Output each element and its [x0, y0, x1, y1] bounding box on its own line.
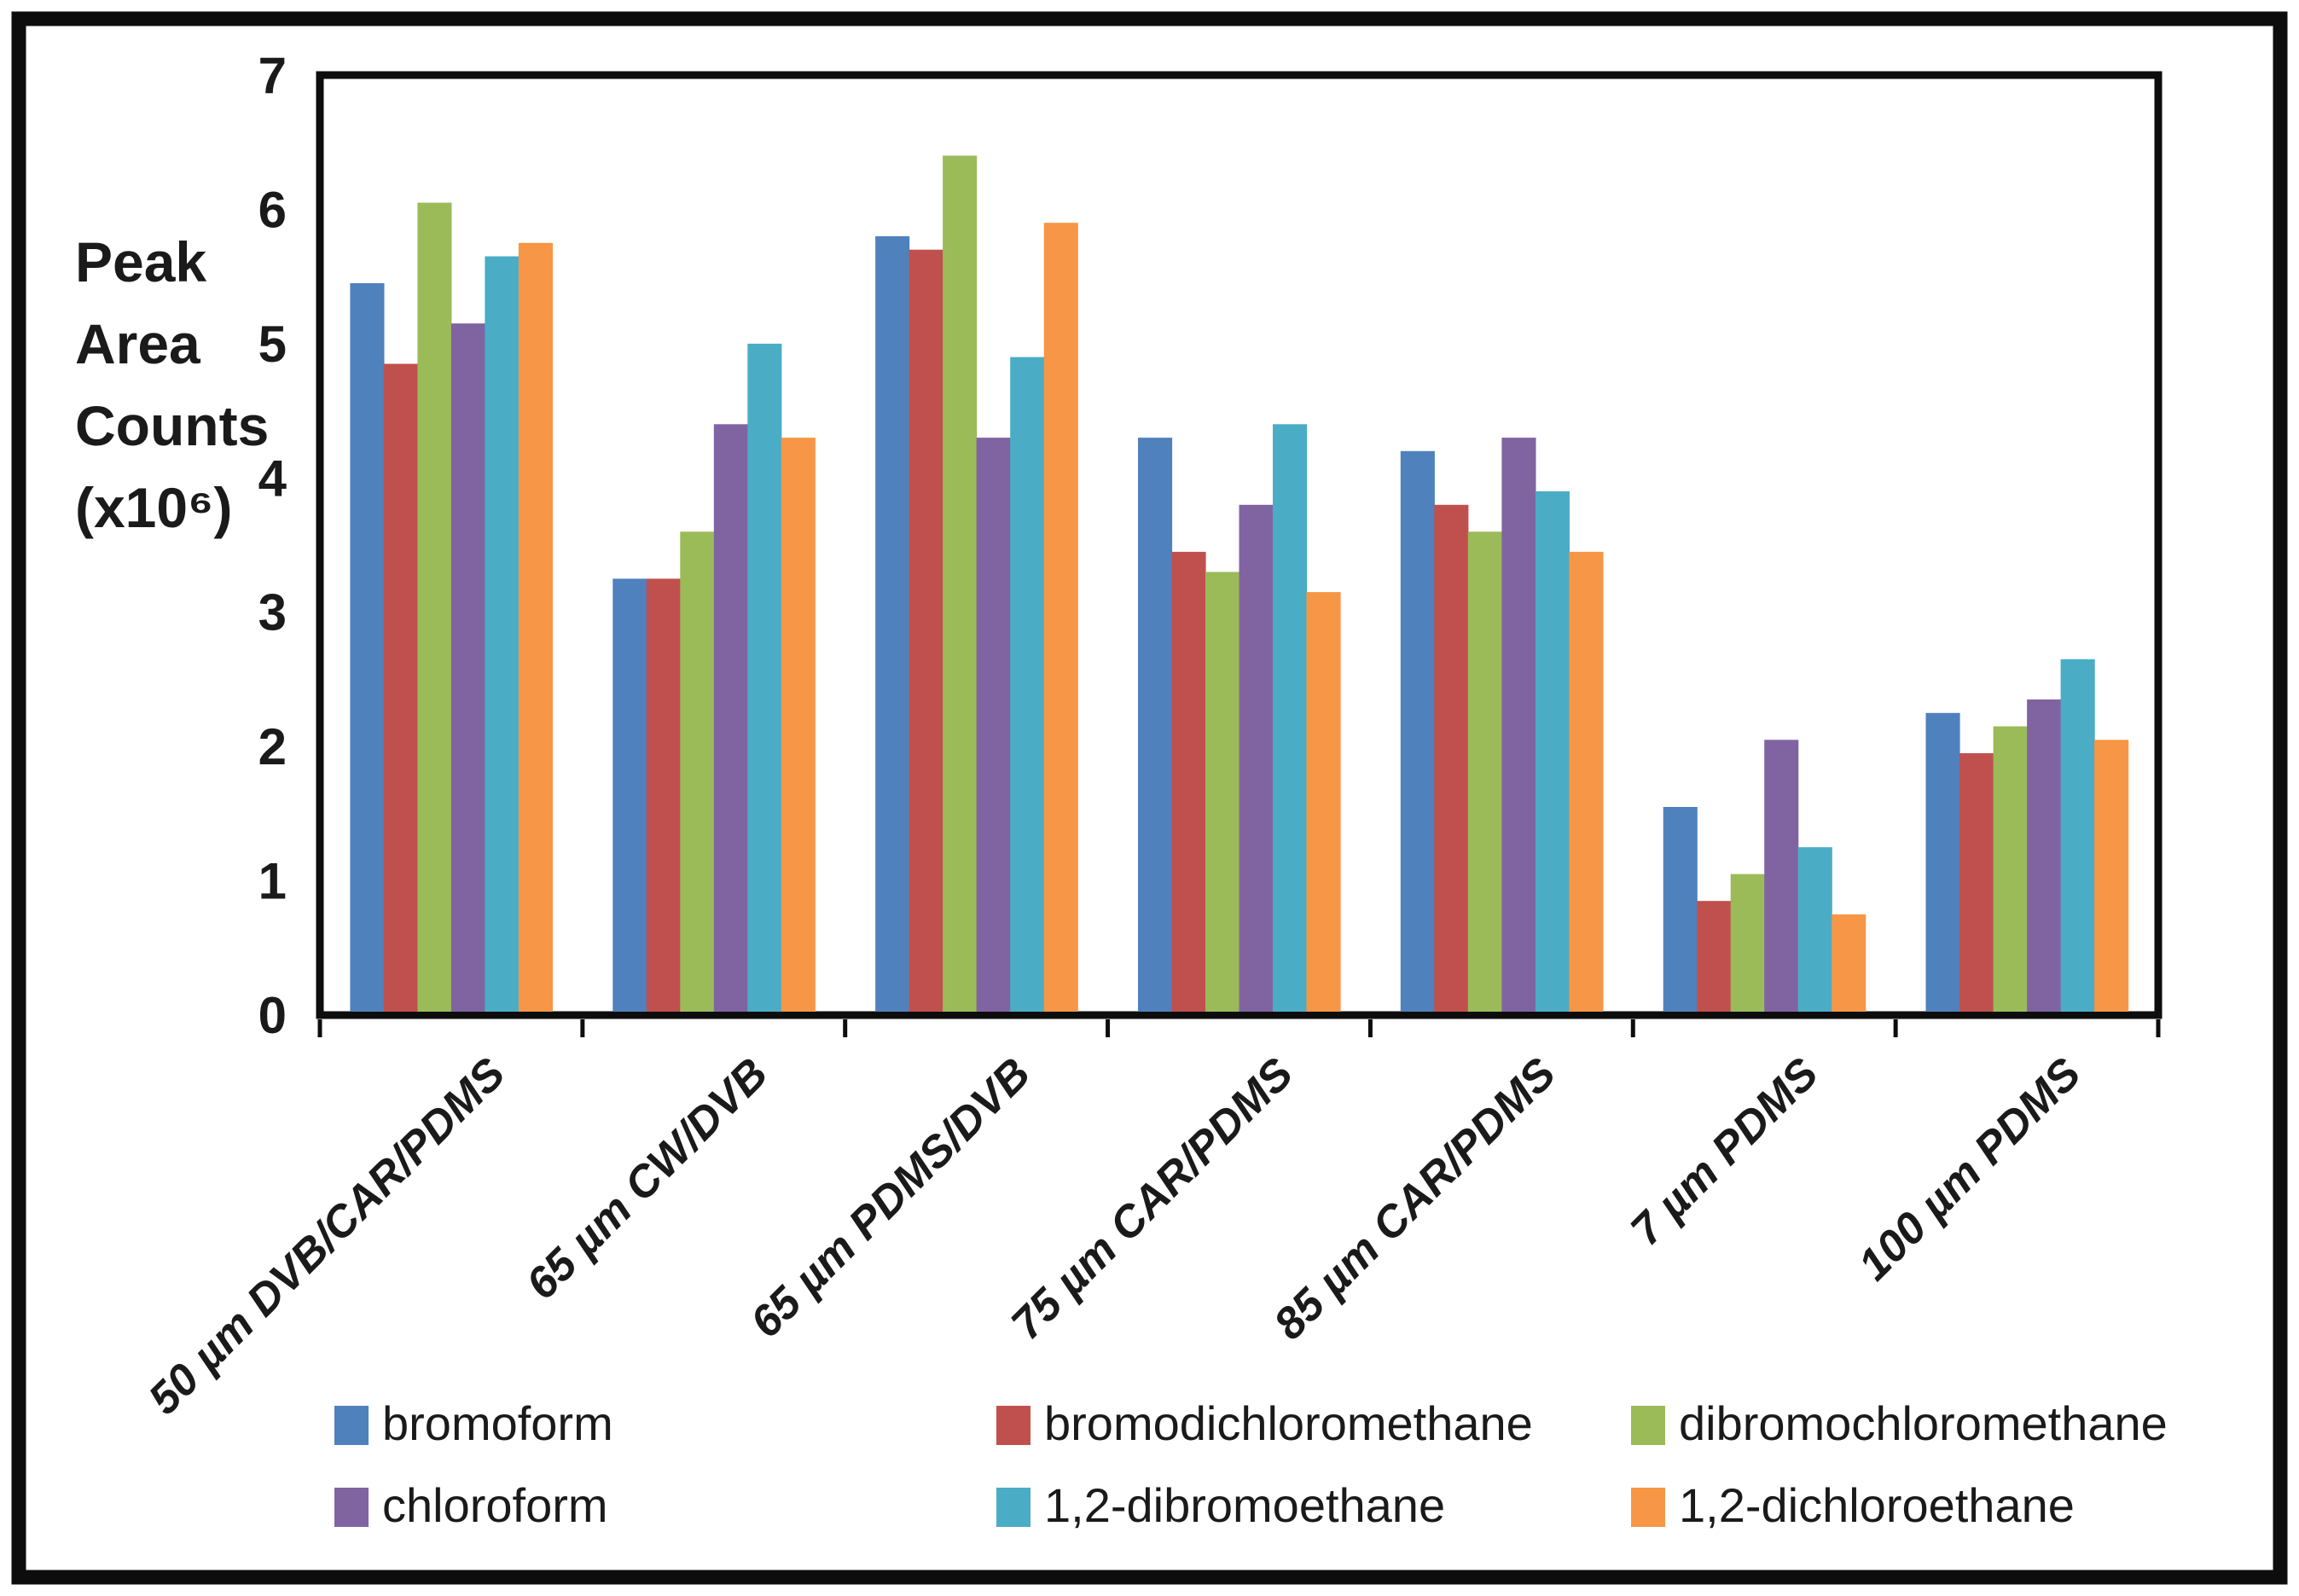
bar-dibromochloromethane-50 µm DVB/CAR/PDMS [417, 202, 452, 1013]
y-axis-title-line: (x10⁶) [75, 476, 232, 539]
y-axis-tick-label: 3 [258, 584, 287, 641]
bar-1,2-dibromoethane-65 µm PDMS/DVB [1010, 357, 1045, 1013]
bar-chloroform-100 µm PDMS [2027, 699, 2062, 1012]
y-axis-tick-label: 4 [258, 450, 287, 507]
bar-dibromochloromethane-7 µm PDMS [1730, 873, 1765, 1012]
y-axis-tick-label: 6 [258, 181, 287, 238]
bar-bromoform-65 µm PDMS/DVB [875, 235, 910, 1012]
bar-dibromochloromethane-65 µm CW/DVB [680, 531, 715, 1012]
bar-dibromochloromethane-100 µm PDMS [1993, 726, 2028, 1012]
bar-chloroform-75 µm CAR/PDMS [1239, 504, 1274, 1012]
bar-bromodichloromethane-85 µm CAR/PDMS [1434, 504, 1469, 1012]
legend-swatch-1,2-dichloroethane [1631, 1488, 1665, 1527]
bar-bromoform-100 µm PDMS [1925, 712, 1960, 1012]
y-axis-tick-label: 1 [258, 853, 287, 910]
bar-chloroform-85 µm CAR/PDMS [1501, 438, 1536, 1012]
legend-label-1,2-dibromoethane: 1,2-dibromoethane [1044, 1478, 1445, 1532]
legend-swatch-chloroform [334, 1488, 369, 1527]
bar-1,2-dibromoethane-100 µm PDMS [2060, 659, 2095, 1012]
bar-1,2-dichloroethane-85 µm CAR/PDMS [1569, 551, 1604, 1012]
bar-bromoform-7 µm PDMS [1663, 807, 1698, 1012]
bar-1,2-dichloroethane-65 µm CW/DVB [781, 438, 816, 1012]
legend-swatch-bromoform [334, 1406, 369, 1445]
legend-label-bromodichloromethane: bromodichloromethane [1044, 1396, 1533, 1450]
bar-bromodichloromethane-7 µm PDMS [1697, 901, 1732, 1012]
y-axis-title-line: Counts [75, 394, 269, 457]
bar-1,2-dibromoethane-50 µm DVB/CAR/PDMS [485, 256, 520, 1012]
bar-1,2-dibromoethane-65 µm CW/DVB [747, 343, 782, 1012]
legend-swatch-dibromochloromethane [1631, 1406, 1665, 1445]
y-axis-tick-label: 7 [258, 47, 287, 104]
y-axis-tick-label: 0 [258, 987, 287, 1044]
bar-1,2-dichloroethane-100 µm PDMS [2094, 740, 2129, 1012]
bar-dibromochloromethane-85 µm CAR/PDMS [1467, 531, 1502, 1012]
y-axis-tick-label: 5 [258, 316, 287, 373]
figure-frame-border [11, 11, 2288, 1585]
bar-bromodichloromethane-65 µm PDMS/DVB [909, 249, 943, 1012]
bar-1,2-dibromoethane-85 µm CAR/PDMS [1535, 491, 1570, 1012]
bar-1,2-dibromoethane-75 µm CAR/PDMS [1273, 424, 1308, 1012]
bar-chloroform-50 µm DVB/CAR/PDMS [450, 323, 485, 1012]
bar-bromodichloromethane-50 µm DVB/CAR/PDMS [383, 363, 418, 1012]
bar-bromoform-50 µm DVB/CAR/PDMS [350, 283, 385, 1012]
legend-swatch-bromodichloromethane [996, 1406, 1030, 1445]
bar-bromodichloromethane-65 µm CW/DVB [646, 578, 681, 1012]
bar-bromoform-75 µm CAR/PDMS [1138, 438, 1173, 1012]
y-axis-tick-label: 2 [258, 718, 287, 775]
bar-bromoform-65 µm CW/DVB [612, 578, 647, 1012]
bar-1,2-dibromoethane-7 µm PDMS [1797, 847, 1832, 1012]
legend-label-chloroform: chloroform [382, 1478, 608, 1532]
bar-dibromochloromethane-65 µm PDMS/DVB [943, 155, 978, 1012]
bar-1,2-dichloroethane-65 µm PDMS/DVB [1043, 223, 1078, 1012]
legend-swatch-1,2-dibromoethane [996, 1488, 1030, 1527]
bar-chloroform-7 µm PDMS [1764, 740, 1799, 1012]
legend-label-dibromochloromethane: dibromochloromethane [1679, 1396, 2168, 1450]
bar-1,2-dichloroethane-7 µm PDMS [1832, 914, 1866, 1012]
y-axis-title-line: Area [75, 312, 201, 375]
bar-1,2-dichloroethane-75 µm CAR/PDMS [1306, 592, 1341, 1012]
bar-chloroform-65 µm PDMS/DVB [976, 438, 1011, 1012]
bar-bromodichloromethane-75 µm CAR/PDMS [1171, 551, 1206, 1012]
bar-chloroform-65 µm CW/DVB [713, 424, 748, 1012]
legend-label-1,2-dichloroethane: 1,2-dichloroethane [1679, 1478, 2075, 1532]
bar-bromoform-85 µm CAR/PDMS [1400, 450, 1435, 1012]
y-axis-title-line: Peak [75, 230, 206, 293]
legend-label-bromoform: bromoform [382, 1396, 613, 1450]
bar-bromodichloromethane-100 µm PDMS [1959, 753, 1994, 1012]
bar-1,2-dichloroethane-50 µm DVB/CAR/PDMS [518, 242, 553, 1012]
bar-dibromochloromethane-75 µm CAR/PDMS [1205, 572, 1240, 1012]
